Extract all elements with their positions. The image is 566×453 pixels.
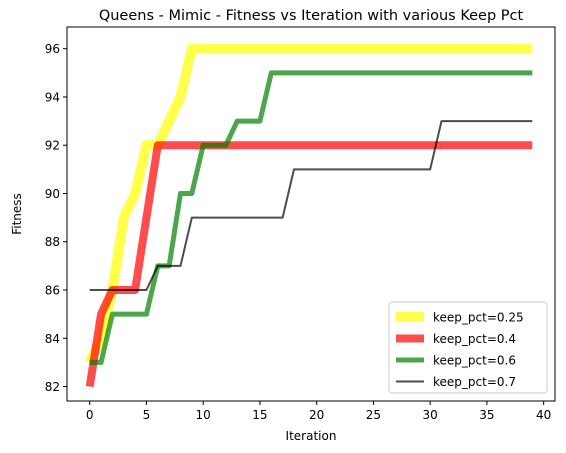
x-tick-label: 35 [479, 408, 494, 422]
plot-frame [66, 26, 556, 402]
legend-label-1: keep_pct=0.25 [433, 311, 524, 325]
y-tick-label: 84 [45, 332, 60, 346]
y-tick-label: 92 [45, 139, 60, 153]
y-axis-label: Fitness [10, 193, 24, 235]
series-layer [85, 43, 533, 388]
y-tick-label: 86 [45, 284, 60, 298]
legend-label-4: keep_pct=0.7 [433, 375, 516, 389]
legend-label-2: keep_pct=0.4 [433, 332, 516, 346]
x-tick-label: 20 [309, 408, 324, 422]
legend-label-3: keep_pct=0.6 [433, 354, 516, 368]
chart-title: Queens - Mimic - Fitness vs Iteration wi… [99, 8, 524, 24]
x-tick-label: 10 [196, 408, 211, 422]
x-tick-label: 15 [252, 408, 267, 422]
y-tick-label: 90 [45, 187, 60, 201]
y-tick-label: 82 [45, 380, 60, 394]
x-tick-label: 40 [536, 408, 551, 422]
x-tick-label: 30 [423, 408, 438, 422]
y-tick-label: 88 [45, 235, 60, 249]
y-tick-label: 94 [45, 90, 60, 104]
y-axis-ticks: 82 84 86 88 90 92 94 96 [45, 42, 67, 394]
y-tick-label: 96 [45, 42, 60, 56]
series-line-3 [89, 70, 533, 365]
x-axis-ticks: 0 5 10 15 20 25 30 35 40 [86, 401, 551, 422]
x-tick-label: 0 [86, 408, 94, 422]
legend: keep_pct=0.25 keep_pct=0.4 keep_pct=0.6kee… [388, 301, 548, 394]
x-tick-label: 25 [366, 408, 381, 422]
legend-box [388, 301, 548, 394]
series-line-4 [89, 120, 533, 292]
x-axis-label: Iteration [286, 429, 337, 443]
x-tick-label: 5 [143, 408, 151, 422]
